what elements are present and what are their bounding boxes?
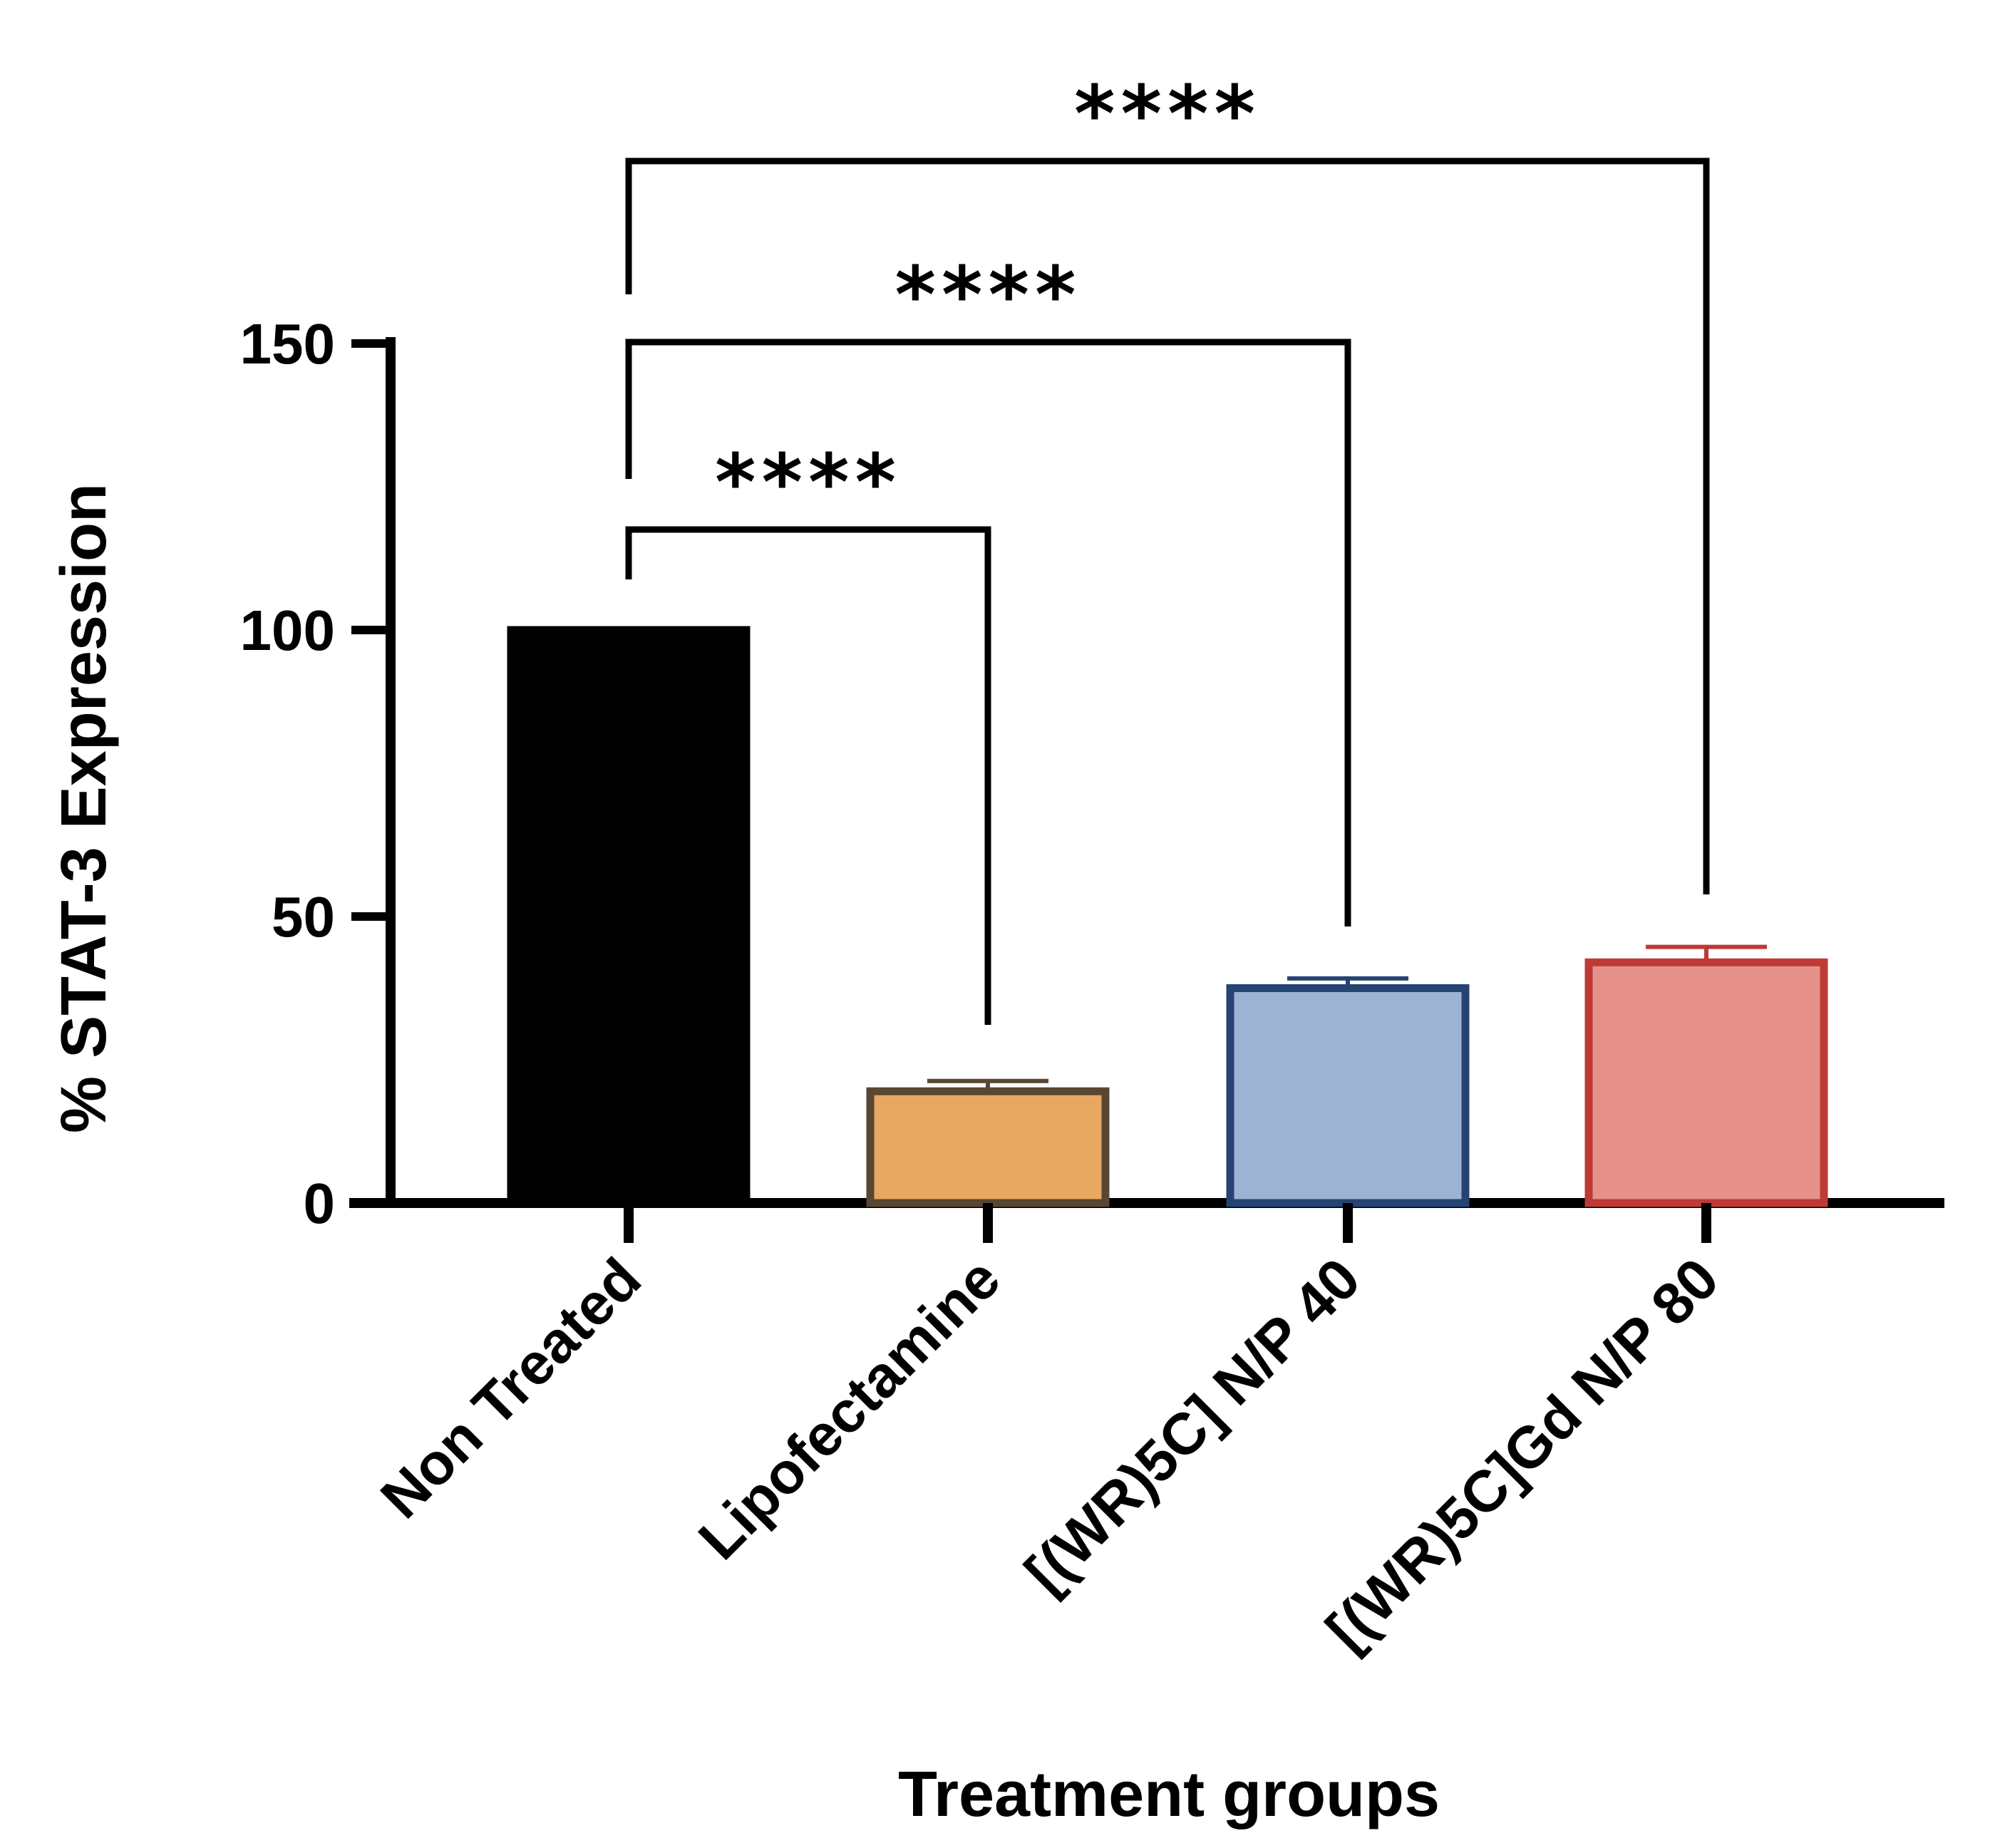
significance-label-2: **** xyxy=(1074,68,1261,160)
bar-2 xyxy=(1226,984,1470,1207)
significance-bracket-0 xyxy=(625,526,991,1025)
significance-label-1: **** xyxy=(895,249,1081,341)
x-tick-label-0: Non Treated xyxy=(368,1246,653,1530)
significance-label-0: **** xyxy=(715,437,902,528)
significance-bracket-1 xyxy=(625,339,1351,926)
y-tick-label-50: 50 xyxy=(272,885,335,949)
x-tick-label-3: [(WR)5C]Gd N/P 80 xyxy=(1314,1246,1731,1663)
bar-0 xyxy=(507,626,751,1207)
bar-1 xyxy=(866,1087,1110,1207)
y-tick-label-150: 150 xyxy=(240,312,335,376)
y-tick-label-100: 100 xyxy=(240,599,335,662)
x-axis-title: Treatment groups xyxy=(898,1759,1440,1830)
bar-3 xyxy=(1584,958,1828,1207)
y-tick-label-0: 0 xyxy=(304,1172,336,1235)
y-axis-title: % STAT-3 Expression xyxy=(48,483,120,1133)
significance-bracket-2 xyxy=(625,158,1710,894)
bars xyxy=(507,626,1828,1207)
y-ticks: 0 50 100 150 xyxy=(240,312,391,1235)
significance-brackets: **** **** **** xyxy=(625,68,1710,1025)
x-tick-label-1: Lipofectamine xyxy=(686,1246,1012,1571)
x-tick-label-2: [(WR)5C] N/P 40 xyxy=(1013,1246,1373,1606)
x-ticks: Non Treated Lipofectamine [(WR)5C] N/P 40[… xyxy=(368,1203,1731,1663)
error-bars xyxy=(927,944,1767,1092)
